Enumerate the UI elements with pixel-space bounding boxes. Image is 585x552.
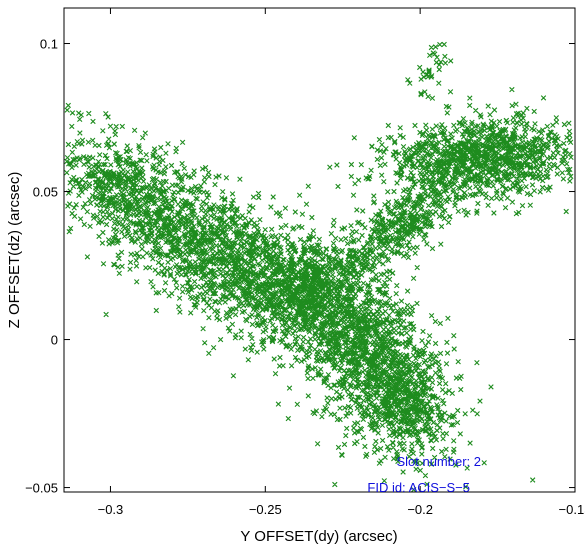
y-axis-label: Z OFFSET(dz) (arcsec) <box>6 172 23 329</box>
plot-frame <box>63 7 576 493</box>
x-axis-label: Y OFFSET(dy) (arcsec) <box>240 528 397 545</box>
scatter-markers <box>64 41 574 493</box>
y-tick-label: −0.05 <box>25 481 58 496</box>
x-tick-label: −0.3 <box>98 502 124 517</box>
y-axis-ticks: −0.05 0 0.05 0.1 <box>25 37 575 496</box>
slot-number-annotation: Slot number: 2 <box>396 454 481 469</box>
y-tick-label: 0 <box>51 333 58 348</box>
fid-id-annotation: FID id: ACIS−S−5 <box>367 480 470 495</box>
y-tick-label: 0.1 <box>40 37 58 52</box>
x-tick-label: −0.2 <box>407 502 433 517</box>
data-points <box>64 41 574 493</box>
y-tick-label: 0.05 <box>33 185 58 200</box>
x-tick-label: −0.15 <box>559 502 585 517</box>
x-axis-ticks: −0.3 −0.25 −0.2 −0.15 <box>98 8 585 517</box>
x-tick-label: −0.25 <box>249 502 282 517</box>
